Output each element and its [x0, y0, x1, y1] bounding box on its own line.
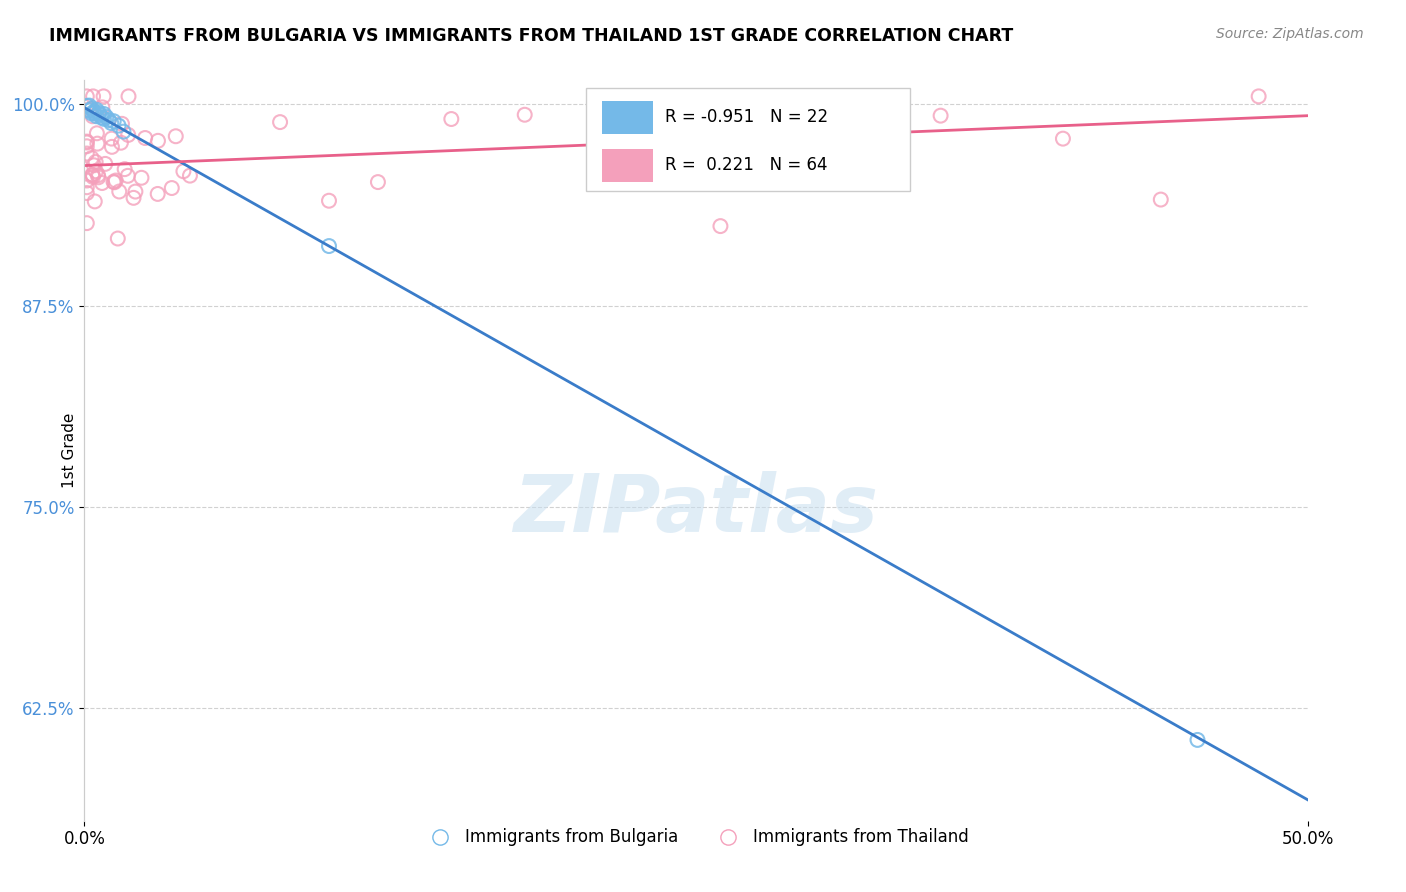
- Point: [83, 194, 105, 209]
- Text: Source: ZipAtlas.com: Source: ZipAtlas.com: [1216, 27, 1364, 41]
- Point: [76, 216, 98, 230]
- Point: [82, 168, 104, 182]
- Point: [709, 219, 731, 233]
- Point: [112, 125, 135, 139]
- Point: [87, 170, 110, 185]
- Point: [76, 136, 98, 150]
- Point: [131, 170, 153, 185]
- Point: [172, 164, 194, 178]
- Point: [179, 169, 201, 183]
- Point: [685, 89, 707, 103]
- Point: [84, 155, 107, 169]
- Point: [93, 107, 115, 121]
- Point: [114, 162, 136, 177]
- Point: [124, 185, 146, 199]
- Point: [77, 98, 100, 112]
- Legend: Immigrants from Bulgaria, Immigrants from Thailand: Immigrants from Bulgaria, Immigrants fro…: [416, 822, 976, 853]
- Point: [86, 103, 108, 117]
- Point: [107, 119, 129, 133]
- Point: [100, 131, 122, 145]
- Point: [513, 108, 536, 122]
- Point: [76, 173, 98, 187]
- Point: [90, 111, 112, 125]
- Point: [100, 116, 122, 130]
- Text: R =  0.221   N = 64: R = 0.221 N = 64: [665, 156, 828, 175]
- Point: [80, 106, 103, 120]
- Point: [880, 104, 903, 119]
- Point: [1052, 131, 1074, 145]
- Point: [612, 127, 634, 141]
- Point: [122, 191, 145, 205]
- Point: [103, 114, 125, 128]
- Point: [318, 239, 340, 253]
- Point: [111, 117, 134, 131]
- Point: [87, 105, 110, 120]
- Point: [1247, 89, 1270, 103]
- Text: IMMIGRANTS FROM BULGARIA VS IMMIGRANTS FROM THAILAND 1ST GRADE CORRELATION CHART: IMMIGRANTS FROM BULGARIA VS IMMIGRANTS F…: [49, 27, 1014, 45]
- Point: [76, 89, 98, 103]
- FancyBboxPatch shape: [602, 149, 654, 182]
- Point: [146, 134, 169, 148]
- Point: [76, 139, 98, 153]
- Point: [93, 112, 115, 126]
- FancyBboxPatch shape: [602, 101, 654, 134]
- Point: [86, 136, 108, 151]
- Point: [83, 106, 105, 120]
- Point: [82, 109, 104, 123]
- Point: [91, 176, 114, 190]
- Point: [76, 99, 98, 113]
- Point: [86, 126, 108, 140]
- Point: [76, 186, 98, 200]
- Point: [76, 146, 98, 161]
- Text: ZIPatlas: ZIPatlas: [513, 471, 879, 549]
- Point: [80, 151, 103, 165]
- Point: [104, 173, 127, 187]
- Point: [1150, 193, 1173, 207]
- Point: [84, 164, 107, 178]
- Point: [82, 169, 104, 184]
- Point: [97, 113, 120, 128]
- Point: [134, 131, 156, 145]
- Point: [76, 180, 98, 194]
- Point: [76, 135, 98, 149]
- Point: [82, 89, 104, 103]
- Point: [929, 109, 952, 123]
- Point: [91, 100, 114, 114]
- Point: [807, 98, 830, 112]
- Text: R = -0.951   N = 22: R = -0.951 N = 22: [665, 108, 828, 127]
- Point: [86, 109, 108, 123]
- Point: [94, 157, 117, 171]
- Point: [87, 168, 110, 182]
- Point: [117, 128, 139, 142]
- Point: [93, 89, 115, 103]
- Point: [146, 186, 169, 201]
- Point: [107, 231, 129, 245]
- Point: [96, 110, 118, 124]
- Point: [1187, 733, 1209, 747]
- Point: [165, 129, 187, 144]
- Point: [117, 169, 139, 183]
- Point: [367, 175, 389, 189]
- Point: [103, 175, 125, 189]
- Point: [101, 140, 124, 154]
- Point: [440, 112, 463, 126]
- FancyBboxPatch shape: [586, 87, 910, 191]
- Point: [110, 136, 132, 150]
- Point: [103, 175, 125, 189]
- Point: [87, 107, 110, 121]
- Point: [83, 158, 105, 172]
- Point: [108, 185, 131, 199]
- Point: [77, 103, 100, 118]
- Point: [83, 104, 105, 119]
- Point: [160, 181, 183, 195]
- Y-axis label: 1st Grade: 1st Grade: [62, 413, 77, 488]
- Point: [269, 115, 291, 129]
- Point: [318, 194, 340, 208]
- Point: [80, 102, 103, 116]
- Point: [82, 168, 104, 182]
- Point: [117, 89, 139, 103]
